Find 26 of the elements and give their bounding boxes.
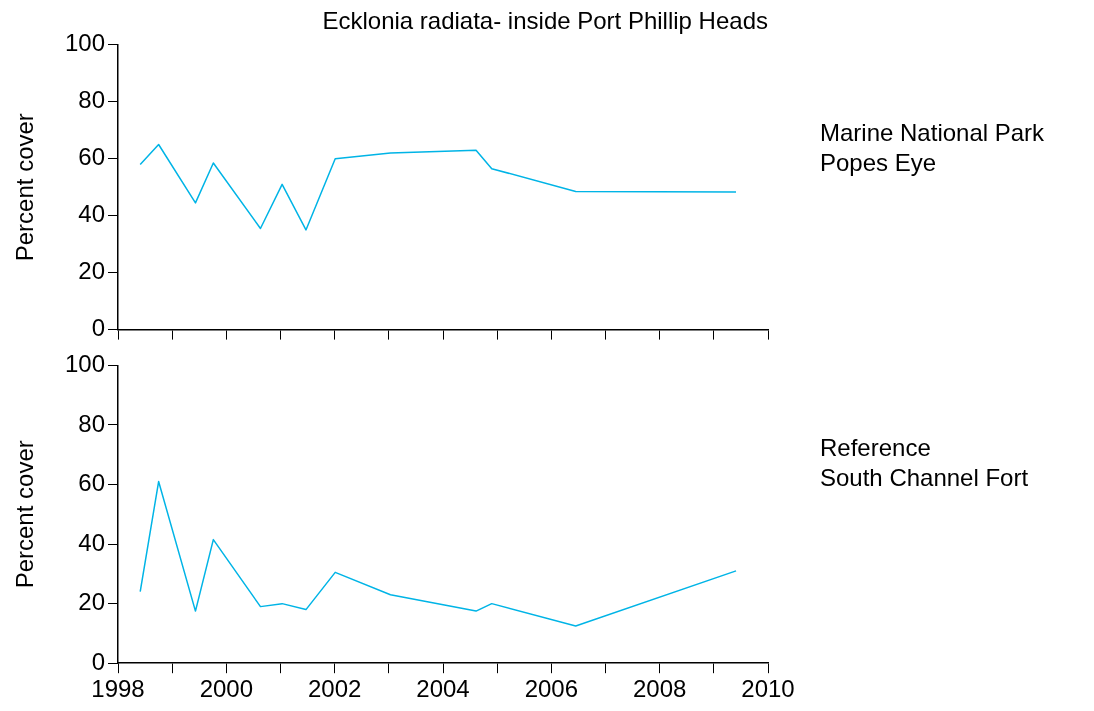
x-tick-label: 1998 (91, 675, 145, 703)
y-tick-label: 80 (78, 86, 105, 114)
y-tick-label: 100 (64, 29, 105, 57)
y-axis-title: Percent cover (11, 113, 39, 262)
x-tick-label: 2000 (199, 675, 254, 703)
y-tick-label: 0 (91, 647, 105, 675)
text: Marine National Park (820, 118, 1045, 148)
y-tick-label: 0 (91, 314, 105, 342)
chart-title: Ecklonia radiata- inside Port Phillip Heads (322, 7, 768, 35)
text: Popes Eye (820, 148, 938, 178)
y-tick-label: 100 (64, 350, 105, 378)
text: Reference (820, 433, 932, 463)
y-tick-label: 60 (78, 469, 105, 497)
y-tick-label: 20 (78, 257, 105, 285)
x-tick-label: 2008 (632, 675, 687, 703)
y-tick-label: 20 (78, 588, 105, 616)
y-tick-label: 40 (78, 200, 105, 228)
text: South Channel Fort (820, 463, 1029, 493)
x-tick-label: 2006 (524, 675, 579, 703)
x-tick-label: 2010 (741, 675, 795, 703)
y-tick-label: 80 (78, 409, 105, 437)
y-tick-label: 60 (78, 143, 105, 171)
y-tick-label: 40 (78, 528, 105, 556)
x-tick-label: 2004 (416, 675, 470, 703)
y-axis-title: Percent cover (11, 440, 39, 589)
x-tick-label: 2002 (307, 675, 362, 703)
